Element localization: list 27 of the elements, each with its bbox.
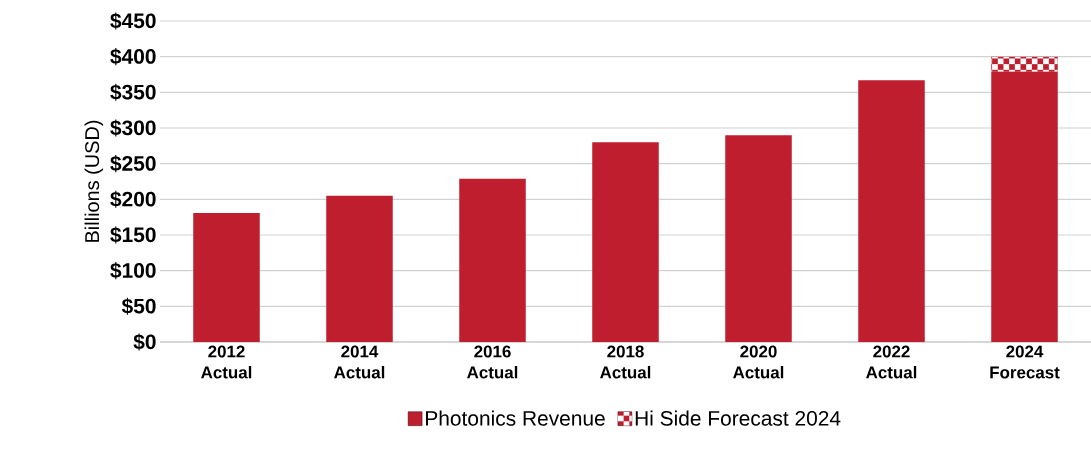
bar [858, 80, 925, 342]
y-tick-label: $100 [110, 262, 156, 280]
x-tick-label: 2012 Actual [201, 345, 252, 379]
y-tick-label: $0 [133, 333, 156, 351]
x-tick-label: 2020 Actual [733, 345, 784, 379]
bar [459, 178, 526, 342]
bar [725, 135, 792, 342]
x-tick-label: 2018 Actual [600, 345, 651, 379]
x-tick-label: 2024 Forecast [990, 345, 1060, 379]
x-tick-label: 2014 Actual [334, 345, 385, 379]
bar [326, 195, 393, 342]
bar [592, 142, 659, 342]
legend-label: Hi Side Forecast 2024 [635, 410, 841, 426]
y-tick-label: $250 [110, 155, 156, 173]
legend-label: Photonics Revenue [426, 410, 605, 426]
y-axis-title: Billions (USD) [84, 120, 104, 242]
y-tick-label: $400 [110, 48, 156, 66]
x-tick-label: 2016 Actual [467, 345, 518, 379]
y-tick-label: $200 [110, 190, 156, 208]
y-tick-label: $450 [110, 12, 156, 30]
bar [991, 71, 1058, 342]
x-tick-label: 2022 Actual [866, 345, 917, 379]
bar [193, 212, 260, 342]
y-tick-label: $50 [121, 297, 156, 315]
y-tick-label: $300 [110, 119, 156, 137]
y-tick-label: $150 [110, 226, 156, 244]
y-tick-label: $350 [110, 83, 156, 101]
